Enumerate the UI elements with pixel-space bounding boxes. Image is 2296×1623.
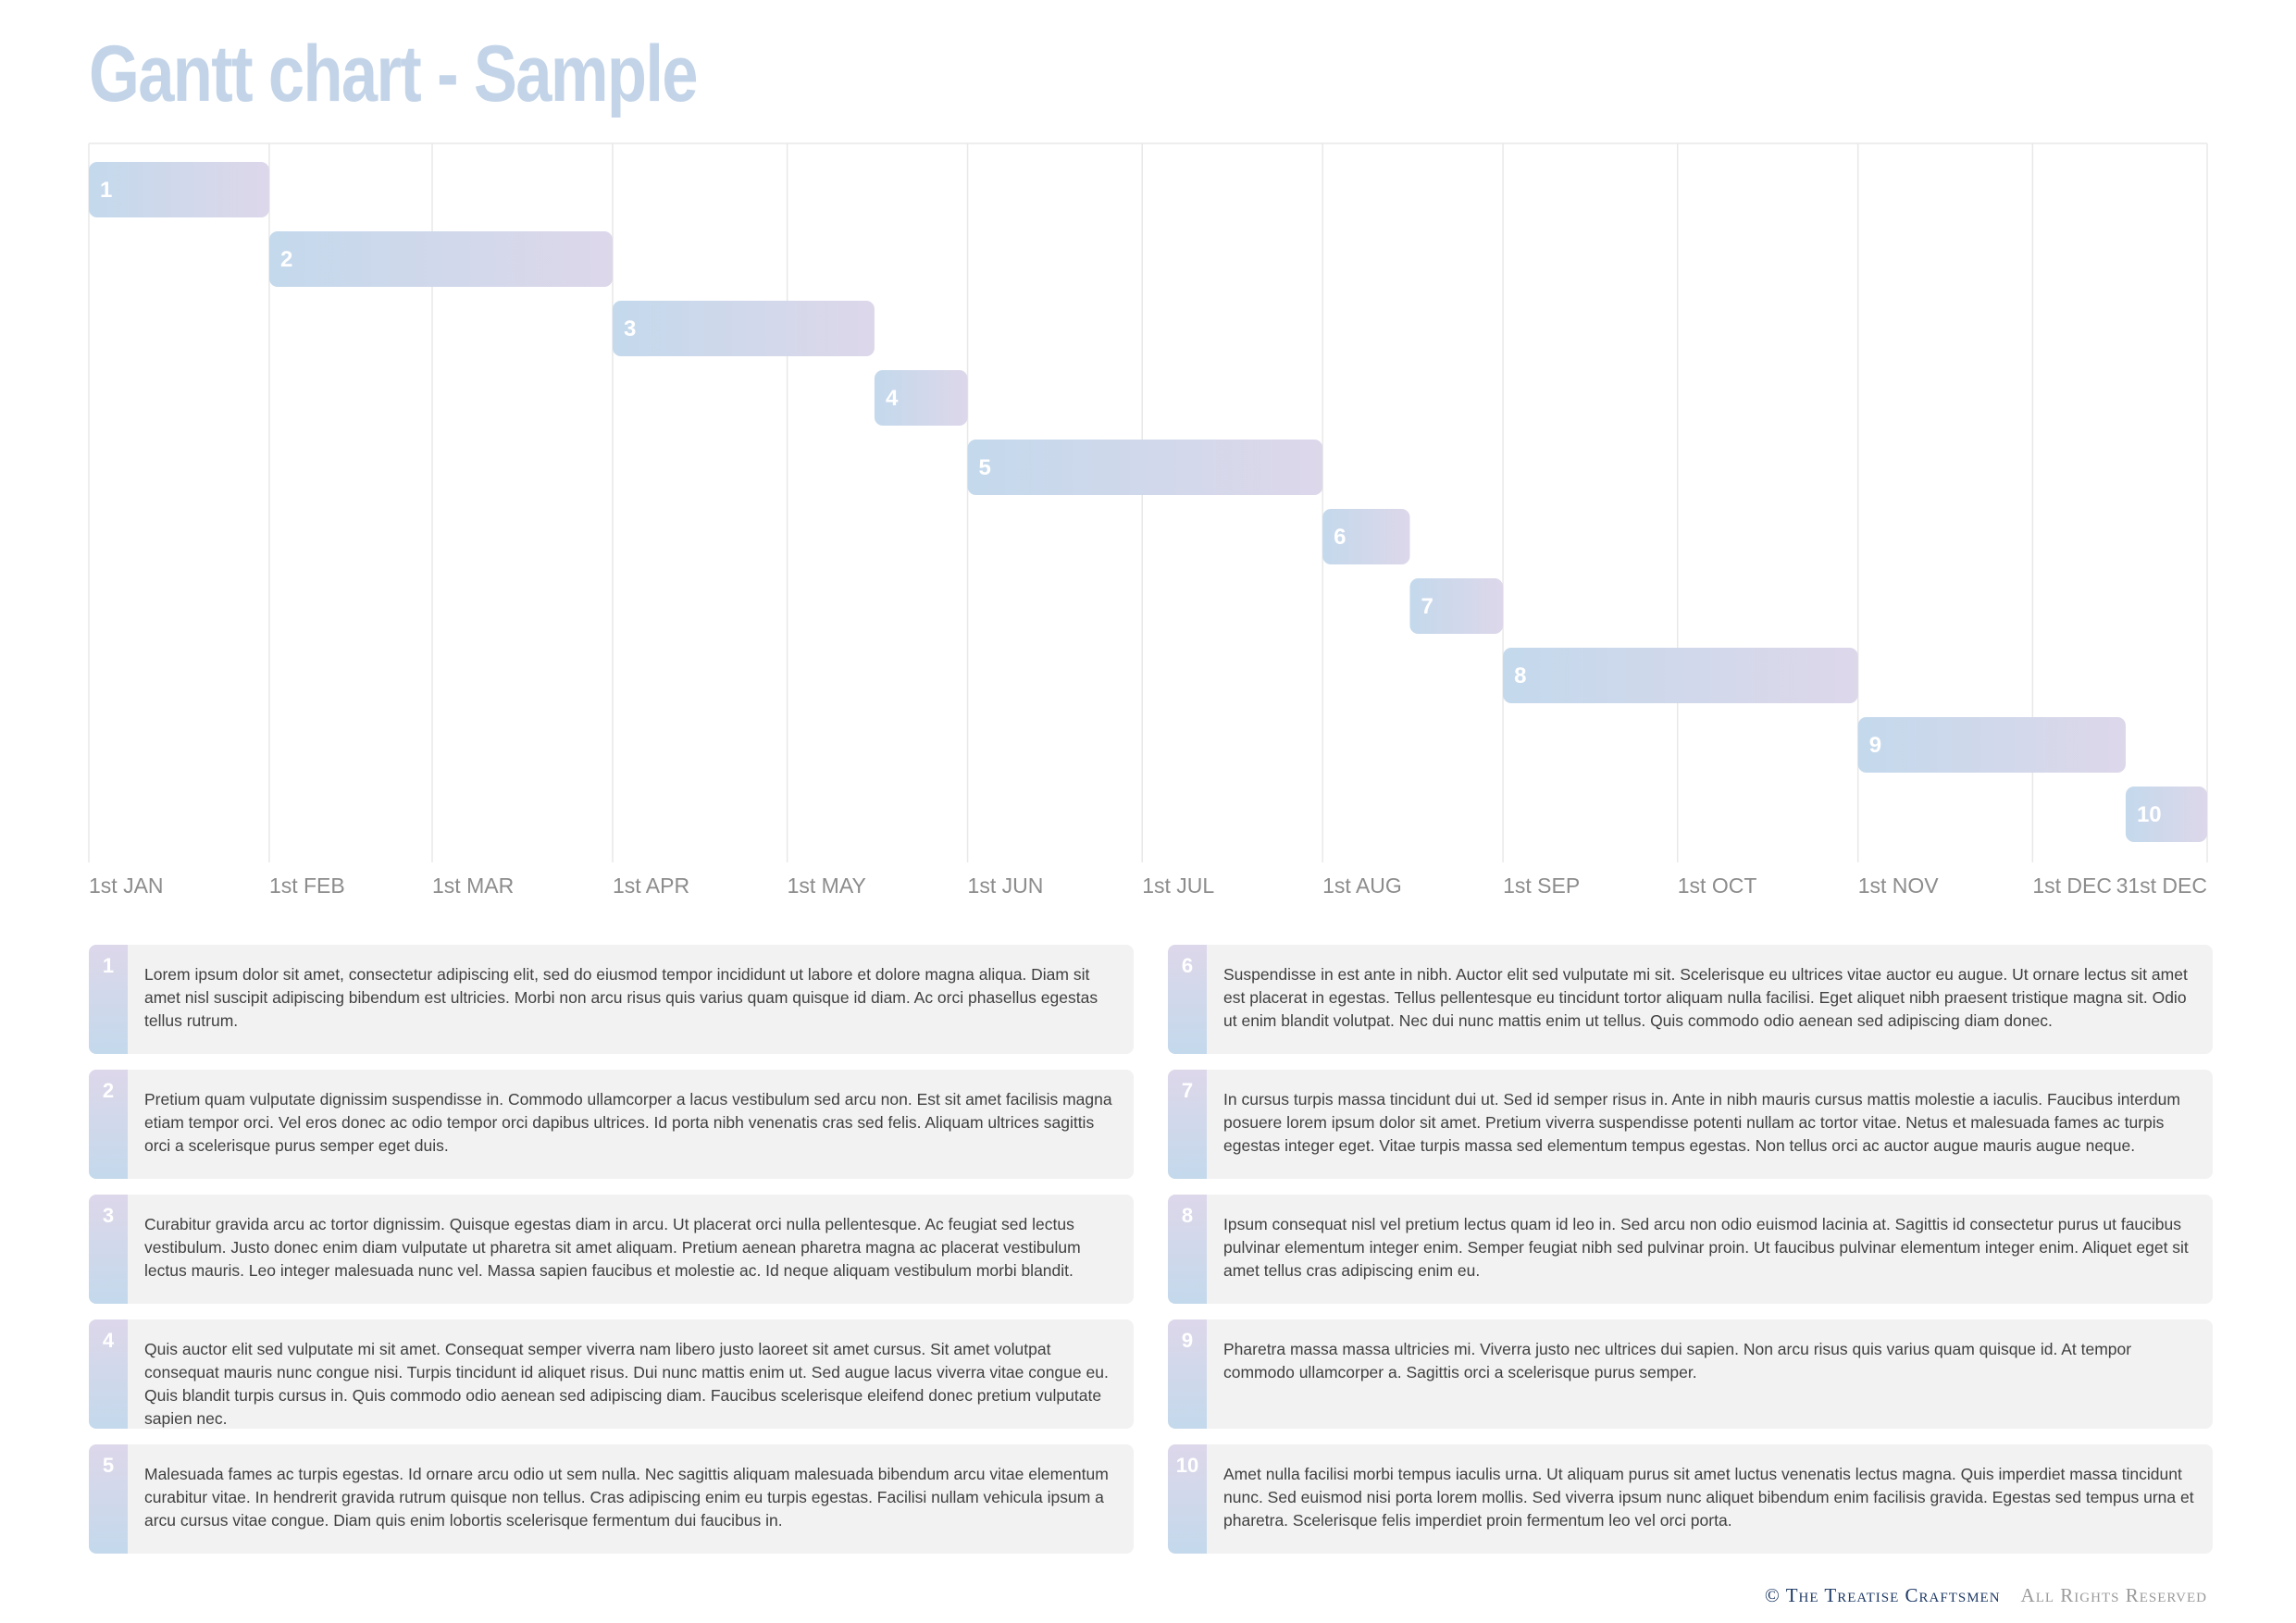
x-tick-label: 1st OCT xyxy=(1678,873,1757,898)
legend-color-strip xyxy=(89,1444,128,1554)
legend-description: Pretium quam vulputate dignissim suspend… xyxy=(144,1090,1112,1155)
legend-item: 7 In cursus turpis massa tincidunt dui ut… xyxy=(1168,1070,2213,1179)
legend-number: 9 xyxy=(1181,1329,1194,1352)
x-tick-label: 1st SEP xyxy=(1503,873,1580,898)
x-tick-label: 1st MAR xyxy=(432,873,514,898)
gantt-bar xyxy=(1409,578,1504,634)
gantt-bar xyxy=(1857,717,2126,773)
legend-color-strip xyxy=(1168,1319,1207,1429)
legend-color-strip xyxy=(1168,1070,1207,1179)
legend-description: Ipsum consequat nisl vel pretium lectus … xyxy=(1223,1215,2189,1280)
gantt-bar-label: 5 xyxy=(979,455,991,480)
gantt-bar xyxy=(89,162,269,217)
legend-item: 3 Curabitur gravida arcu ac tortor dignis… xyxy=(89,1195,1134,1304)
legend-color-strip xyxy=(89,1319,128,1429)
legend-description: Pharetra massa massa ultricies mi. Viver… xyxy=(1223,1340,2132,1381)
legend-description: Amet nulla facilisi morbi tempus iaculis… xyxy=(1223,1465,2194,1530)
legend-number: 8 xyxy=(1181,1204,1194,1227)
legend-color-strip xyxy=(1168,1195,1207,1304)
gantt-bar xyxy=(612,301,875,356)
gantt-bar-label: 2 xyxy=(280,247,292,272)
legend-color-strip xyxy=(1168,1444,1207,1554)
gantt-bar-label: 10 xyxy=(2137,802,2162,827)
legend-item: 1 Lorem ipsum dolor sit amet, consectetur… xyxy=(89,945,1134,1054)
x-tick-label: 1st AUG xyxy=(1322,873,1402,898)
legend-item: 2 Pretium quam vulputate dignissim suspen… xyxy=(89,1070,1134,1179)
legend-description: Quis auctor elit sed vulputate mi sit am… xyxy=(144,1340,1109,1428)
legend-number: 6 xyxy=(1181,954,1194,977)
x-tick-label: 1st DEC xyxy=(2032,873,2112,898)
legend-number: 4 xyxy=(102,1329,115,1352)
legend-item: 10 Amet nulla facilisi morbi tempus iacul… xyxy=(1168,1444,2213,1554)
legend-item: 9 Pharetra massa massa ultricies mi. Vive… xyxy=(1168,1319,2213,1429)
legend-color-strip xyxy=(1168,945,1207,1054)
page-title: Gantt chart - Sample xyxy=(89,30,699,118)
gantt-bar xyxy=(874,370,968,426)
gantt-bar-label: 9 xyxy=(1869,733,1881,758)
legend-color-strip xyxy=(89,1195,128,1304)
legend-number: 7 xyxy=(1181,1079,1194,1102)
chart-x-axis: 1st JAN 1st FEB 1st MAR 1st APR 1st MAY 1st J… xyxy=(89,873,2207,898)
x-tick-label: 1st JUL xyxy=(1142,873,1214,898)
gantt-bar xyxy=(1322,509,1410,564)
x-tick-label: 1st JAN xyxy=(89,873,164,898)
x-tick-label: 1st APR xyxy=(613,873,689,898)
legend-item: 8 Ipsum consequat nisl vel pretium lectus… xyxy=(1168,1195,2213,1304)
gantt-bar xyxy=(967,440,1323,495)
x-tick-label: 31st DEC xyxy=(2116,873,2207,898)
x-tick-label: 1st MAY xyxy=(788,873,866,898)
legend-number: 3 xyxy=(102,1204,115,1227)
footer-copyright: © The Treatise Craftsmen xyxy=(1764,1584,2001,1606)
chart-bars: 1 2 3 4 5 6 7 8 9 10 xyxy=(89,162,2207,842)
legend-description: Curabitur gravida arcu ac tortor digniss… xyxy=(144,1215,1081,1280)
legend-item: 6 Suspendisse in est ante in nibh. Auctor… xyxy=(1168,945,2213,1054)
footer: © The Treatise Craftsmen All Rights Reser… xyxy=(1765,1584,2207,1607)
legend-number: 10 xyxy=(1175,1454,1199,1477)
gantt-bar-label: 4 xyxy=(886,386,899,411)
gantt-bar xyxy=(268,231,613,287)
legend-color-strip xyxy=(89,945,128,1054)
legend-number: 5 xyxy=(102,1454,115,1477)
gantt-bar-label: 3 xyxy=(624,316,636,341)
gantt-bar xyxy=(1503,648,1858,703)
legend-number: 1 xyxy=(102,954,115,977)
gantt-chart: 1 2 3 4 5 6 7 8 9 10 1st JAN 1st FEB 1st MAR 1st APR… xyxy=(88,142,2208,898)
legend-description: Malesuada fames ac turpis egestas. Id or… xyxy=(144,1465,1109,1530)
legend-description: In cursus turpis massa tincidunt dui ut.… xyxy=(1223,1090,2180,1155)
x-tick-label: 1st JUN xyxy=(968,873,1044,898)
footer-rights: All Rights Reserved xyxy=(2020,1584,2207,1606)
gantt-bar-label: 6 xyxy=(1334,525,1346,550)
x-tick-label: 1st NOV xyxy=(1858,873,1940,898)
legend-description: Lorem ipsum dolor sit amet, consectetur … xyxy=(144,965,1098,1030)
legend-color-strip xyxy=(89,1070,128,1179)
legend-item: 5 Malesuada fames ac turpis egestas. Id o… xyxy=(89,1444,1134,1554)
legend-item: 4 Quis auctor elit sed vulputate mi sit a… xyxy=(89,1319,1134,1429)
gantt-bar-label: 1 xyxy=(100,178,112,203)
legend-description: Suspendisse in est ante in nibh. Auctor … xyxy=(1223,965,2188,1030)
gantt-bar-label: 8 xyxy=(1514,663,1526,688)
gantt-bar-label: 7 xyxy=(1421,594,1433,619)
legend-number: 2 xyxy=(102,1079,115,1102)
x-tick-label: 1st FEB xyxy=(269,873,345,898)
gantt-bar xyxy=(2125,787,2207,842)
